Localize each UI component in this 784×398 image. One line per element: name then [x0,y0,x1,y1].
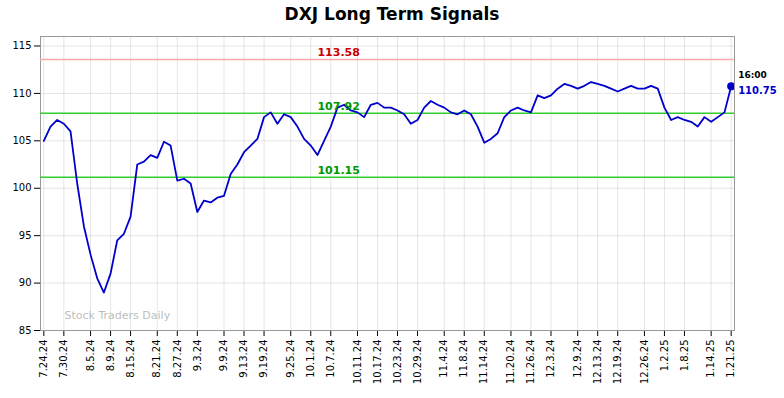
svg-text:1.8.25: 1.8.25 [679,340,690,372]
svg-text:10.17.24: 10.17.24 [372,340,383,385]
svg-text:110: 110 [12,88,31,99]
svg-text:9.9.24: 9.9.24 [218,340,229,372]
svg-text:95: 95 [19,230,32,241]
svg-text:1.2.25: 1.2.25 [659,340,670,372]
svg-text:85: 85 [19,325,32,336]
svg-text:11.20.24: 11.20.24 [505,340,516,385]
svg-text:115: 115 [12,40,31,51]
svg-text:8.5.24: 8.5.24 [85,340,96,372]
svg-text:9.3.24: 9.3.24 [192,340,203,372]
svg-text:100: 100 [12,182,31,193]
svg-text:11.26.24: 11.26.24 [525,340,536,385]
svg-text:9.13.24: 9.13.24 [238,340,249,378]
svg-text:8.21.24: 8.21.24 [151,340,162,378]
svg-text:12.19.24: 12.19.24 [612,340,623,385]
svg-text:7.30.24: 7.30.24 [58,340,69,378]
svg-text:1.14.25: 1.14.25 [705,340,716,378]
svg-text:12.26.24: 12.26.24 [639,340,650,385]
svg-text:101.15: 101.15 [317,164,359,177]
svg-text:10.29.24: 10.29.24 [412,340,423,385]
svg-text:90: 90 [19,277,32,288]
svg-text:113.58: 113.58 [317,46,359,59]
svg-text:9.19.24: 9.19.24 [258,340,269,378]
svg-text:Stock Traders Daily: Stock Traders Daily [65,309,171,322]
svg-text:11.4.24: 11.4.24 [438,340,449,378]
svg-text:8.9.24: 8.9.24 [105,340,116,372]
svg-text:7.24.24: 7.24.24 [38,340,49,378]
svg-text:10.23.24: 10.23.24 [392,340,403,385]
svg-text:10.11.24: 10.11.24 [352,340,363,385]
svg-text:10.7.24: 10.7.24 [325,340,336,378]
svg-text:12.13.24: 12.13.24 [592,340,603,385]
svg-text:107.92: 107.92 [317,100,359,113]
svg-text:12.9.24: 12.9.24 [572,340,583,378]
svg-text:16:00: 16:00 [738,70,767,80]
svg-text:1.21.25: 1.21.25 [725,340,736,378]
svg-text:12.3.24: 12.3.24 [545,340,556,378]
svg-text:110.75: 110.75 [738,85,777,96]
svg-text:8.15.24: 8.15.24 [125,340,136,378]
svg-text:9.25.24: 9.25.24 [285,340,296,378]
svg-text:8.27.24: 8.27.24 [171,340,182,378]
svg-text:11.8.24: 11.8.24 [458,340,469,378]
svg-text:105: 105 [12,135,31,146]
svg-text:10.1.24: 10.1.24 [305,340,316,378]
svg-text:11.14.24: 11.14.24 [478,340,489,385]
html-text:DXJ Long Term Signals: DXJ Long Term Signals [284,4,500,24]
